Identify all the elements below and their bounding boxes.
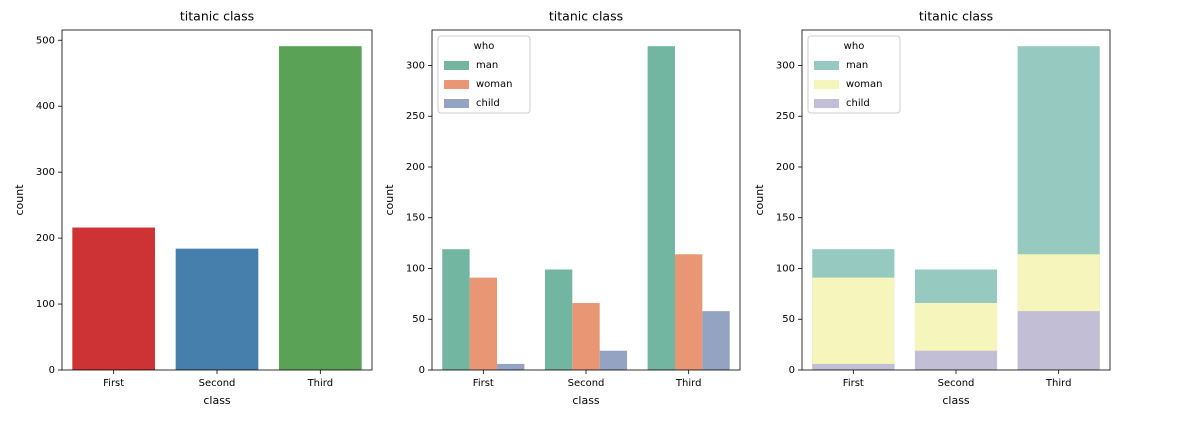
x-axis-label: class: [203, 394, 231, 407]
y-tick-label: 150: [776, 213, 795, 224]
y-tick-label: 100: [776, 263, 795, 274]
bar: [497, 363, 525, 370]
bar: [702, 311, 730, 370]
legend-label: man: [846, 60, 868, 71]
legend-swatch: [814, 61, 839, 70]
y-tick-label: 200: [36, 233, 55, 244]
legend-box: [437, 35, 531, 114]
bar: [572, 303, 600, 370]
legend-label: woman: [846, 79, 883, 90]
y-tick-label: 100: [406, 263, 425, 274]
legend-swatch: [814, 99, 839, 108]
y-tick-label: 0: [419, 365, 425, 376]
legend-label: child: [846, 98, 870, 109]
bar: [1017, 311, 1100, 370]
axes-frame: [61, 29, 373, 371]
y-tick-label: 150: [406, 213, 425, 224]
bar: [469, 277, 498, 370]
x-tick-label: Third: [1045, 378, 1072, 389]
legend-box: [807, 35, 901, 114]
chart-title: titanic class: [919, 9, 993, 24]
x-axis-label: class: [942, 394, 970, 407]
legend-title: who: [474, 41, 495, 52]
y-tick-label: 100: [36, 299, 55, 310]
y-tick-label: 250: [776, 111, 795, 122]
x-tick-label: First: [843, 378, 864, 389]
y-tick-label: 250: [406, 111, 425, 122]
bar: [279, 46, 362, 370]
bar: [599, 350, 628, 370]
legend-label: woman: [476, 79, 513, 90]
y-tick-label: 0: [789, 365, 795, 376]
axes-frame: [801, 29, 1111, 371]
x-tick-label: First: [473, 378, 494, 389]
bar: [544, 269, 573, 370]
bar: [812, 363, 895, 370]
y-tick-label: 50: [412, 314, 425, 325]
y-tick-label: 300: [406, 60, 425, 71]
x-axis-label: class: [572, 394, 600, 407]
x-tick-label: Second: [568, 378, 605, 389]
y-tick-label: 500: [36, 35, 55, 46]
y-tick-label: 300: [776, 60, 795, 71]
x-tick-label: Third: [307, 378, 334, 389]
y-tick-label: 50: [782, 314, 795, 325]
legend-title: who: [844, 41, 865, 52]
y-axis-label: count: [13, 184, 26, 216]
legend-label: child: [476, 98, 500, 109]
bar: [914, 350, 998, 370]
y-axis-label: count: [383, 184, 396, 216]
bar: [175, 248, 259, 370]
y-tick-label: 0: [49, 365, 55, 376]
x-tick-label: First: [103, 378, 124, 389]
y-tick-label: 200: [406, 162, 425, 173]
y-axis-label: count: [753, 184, 766, 216]
y-tick-label: 400: [36, 101, 55, 112]
y-tick-label: 200: [776, 162, 795, 173]
legend-swatch: [444, 61, 469, 70]
bar: [442, 249, 470, 370]
chart-title: titanic class: [549, 9, 623, 24]
bar: [674, 254, 703, 370]
bar: [647, 46, 675, 370]
chart-title: titanic class: [180, 9, 254, 24]
bar: [812, 277, 895, 370]
legend-label: man: [476, 60, 498, 71]
bar: [72, 227, 155, 370]
y-tick-label: 300: [36, 167, 55, 178]
x-tick-label: Second: [199, 378, 236, 389]
x-tick-label: Third: [675, 378, 702, 389]
x-tick-label: Second: [938, 378, 975, 389]
legend-swatch: [444, 99, 469, 108]
axes-frame: [431, 29, 741, 371]
legend-swatch: [444, 80, 469, 89]
legend-swatch: [814, 80, 839, 89]
